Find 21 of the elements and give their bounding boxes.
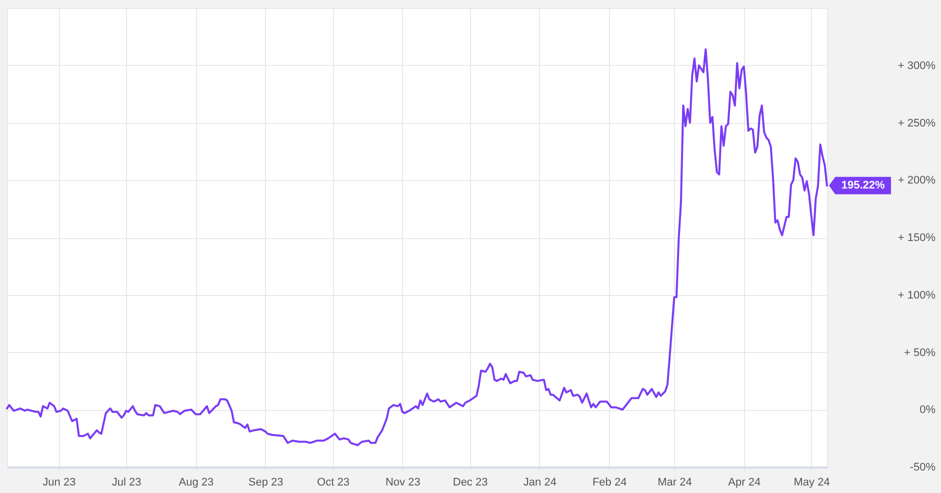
y-tick-label: -50% (910, 462, 936, 474)
x-tick-label: Jan 24 (523, 476, 556, 488)
x-tick-label: Sep 23 (248, 476, 284, 488)
y-tick-label: + 100% (898, 289, 936, 302)
x-tick-label: Mar 24 (658, 476, 692, 488)
x-tick-label: Oct 23 (317, 476, 350, 488)
y-tick-label: + 50% (904, 346, 936, 359)
y-tick-label: 0% (920, 404, 936, 416)
annotation: 195.22% (841, 180, 886, 192)
y-tick-label: + 200% (898, 174, 936, 187)
x-tick-label: May 24 (794, 476, 830, 488)
x-tick-label: Aug 23 (178, 476, 214, 488)
x-tick-label: Apr 24 (728, 476, 761, 488)
y-tick-label: + 250% (898, 117, 936, 130)
x-tick-label: Jul 23 (112, 476, 142, 488)
x-tick-label: Feb 24 (592, 476, 627, 488)
x-tick-label: Jun 23 (42, 476, 76, 488)
x-tick-label: Nov 23 (385, 476, 420, 488)
y-tick-label: + 300% (898, 60, 936, 72)
x-tick-label: Dec 23 (452, 476, 488, 488)
y-tick-label: + 150% (898, 232, 936, 244)
